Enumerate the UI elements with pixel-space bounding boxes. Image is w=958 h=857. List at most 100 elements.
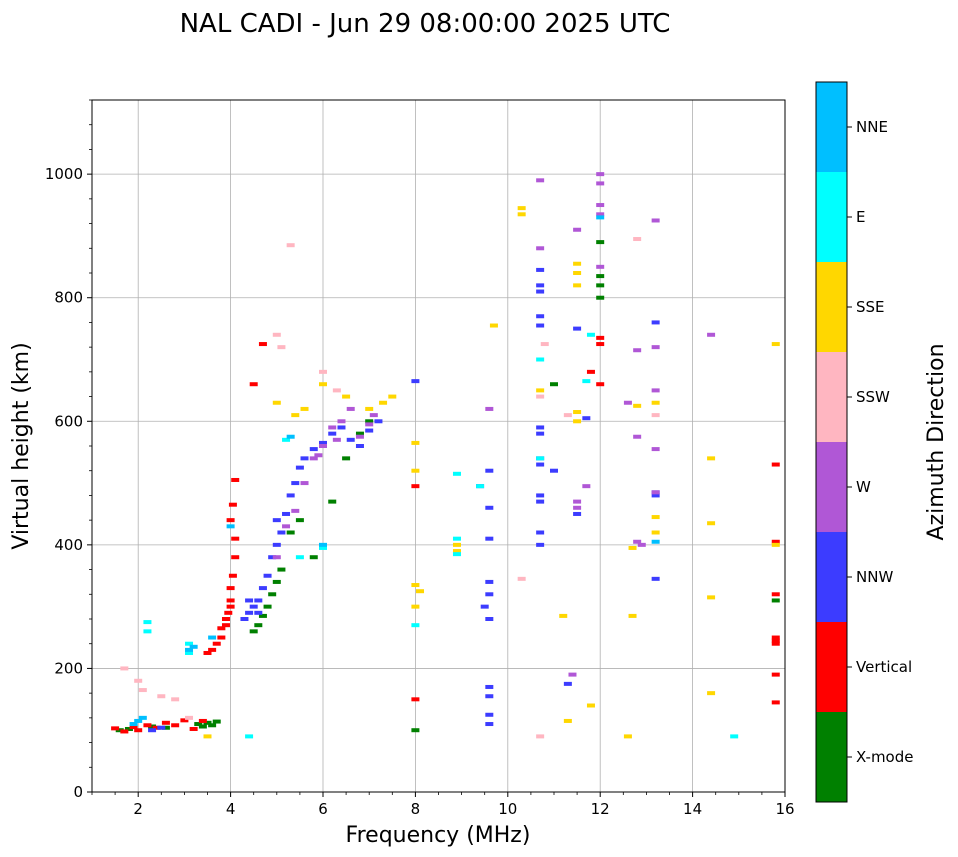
data-point [536,542,545,547]
data-point [623,400,632,405]
colorbar: X-mode Vertical NNW W SSW SSE E NNE [815,81,913,803]
x-axis-ticks: 2 4 6 8 10 12 14 16 [91,792,795,818]
data-point [249,604,258,609]
data-points [111,172,780,739]
x-tick-label: 16 [775,800,794,818]
data-point [633,434,642,439]
data-point [277,530,286,535]
y-tick-label: 800 [54,289,83,307]
data-point [651,493,660,498]
series-x-mode [115,240,780,733]
series-e [143,332,739,739]
data-point [411,583,420,588]
data-point [249,629,258,634]
colorbar-segment [816,172,847,262]
data-point [319,542,327,547]
data-point [295,518,304,523]
x-axis-label: Frequency (MHz) [346,823,531,848]
data-point [536,734,545,739]
data-point [536,246,545,251]
data-point [124,726,133,731]
data-point [596,181,605,186]
data-point [157,694,166,699]
data-point [272,518,281,523]
data-point [596,240,605,245]
y-tick-label: 600 [54,412,83,430]
data-point [189,644,198,649]
data-point [342,456,351,461]
data-point [536,394,545,399]
data-point [240,617,249,621]
data-point [573,499,582,504]
y-tick-label: 0 [73,783,83,801]
data-point [586,369,595,374]
data-point [268,555,277,560]
data-point [254,623,263,628]
data-point [286,530,295,535]
data-point [596,215,605,220]
x-tick-label: 4 [226,800,236,818]
data-point [258,342,267,347]
data-point [596,203,605,208]
data-point [148,728,157,733]
data-point [550,468,558,473]
colorbar-segment [816,622,847,712]
data-point [369,413,378,418]
data-point [152,725,161,730]
data-point [536,493,545,498]
data-point [476,484,485,489]
data-point [268,592,277,597]
data-point [328,431,337,436]
data-point [651,530,660,535]
data-point [536,499,545,504]
data-point [517,206,526,211]
data-point [568,672,577,677]
data-point [231,555,240,560]
data-point [536,289,545,294]
data-point [300,406,309,411]
data-point [185,715,194,720]
data-point [536,314,545,319]
data-point [536,283,545,288]
data-point [517,212,526,217]
data-point [212,719,221,724]
data-point [596,382,605,387]
data-point [337,419,346,424]
data-point [730,734,739,739]
data-point [485,505,494,510]
data-point [185,647,194,652]
data-point [517,576,526,581]
data-point [771,462,780,467]
data-point [563,413,572,418]
data-point [203,650,212,655]
series-ssw [120,237,660,739]
data-point [485,406,494,411]
series-vertical [111,335,780,734]
data-point [249,382,258,387]
plot-area: 2 4 6 8 10 12 14 16 0 200 400 600 800 1000 [45,99,795,818]
data-point [771,641,780,646]
data-point [485,712,494,717]
data-point [563,718,572,723]
data-point [295,465,304,470]
data-point [771,598,780,603]
data-point [332,437,341,442]
data-point [633,403,642,408]
x-tick-label: 12 [591,800,610,818]
data-point [540,342,549,347]
data-point [365,428,374,433]
data-point [286,434,295,439]
data-point [272,400,281,405]
data-point [208,635,217,640]
data-point [319,440,327,445]
data-point [628,545,637,550]
data-point [411,697,420,702]
data-point [707,456,716,461]
data-point [291,413,300,418]
colorbar-label: SSE [856,298,885,316]
data-point [286,493,295,498]
series-nnw [148,267,660,733]
data-point [254,598,263,603]
data-point [226,604,235,609]
data-point [411,468,420,473]
